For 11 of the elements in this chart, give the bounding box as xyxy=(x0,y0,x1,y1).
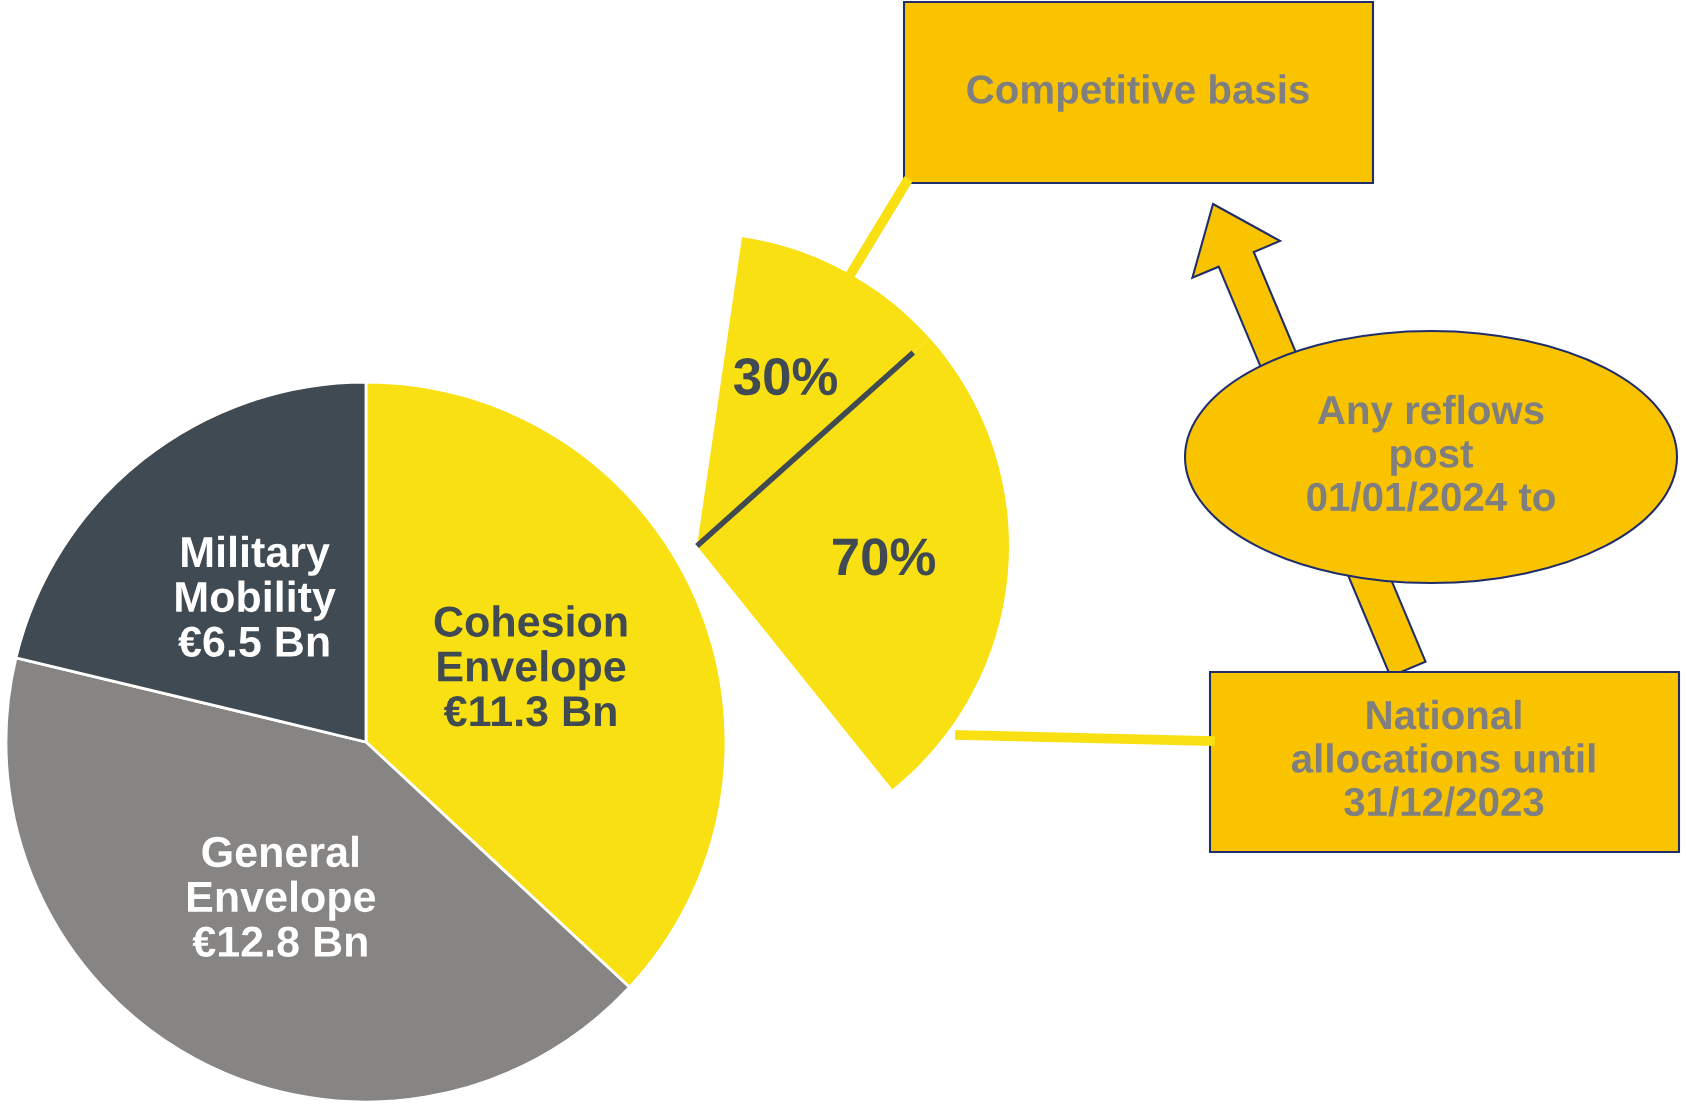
data-label: 70% xyxy=(833,538,935,576)
text: National allocations until 31/12/2023 xyxy=(1291,699,1595,817)
data-label: 30% xyxy=(733,357,838,396)
data-label: €12.8 Bn xyxy=(192,926,367,957)
slice-label: Military Mobility xyxy=(176,535,336,621)
data-label: €11.3 Bn xyxy=(443,696,616,727)
slice-label: General Envelope xyxy=(188,835,376,921)
text: Competitive basis xyxy=(967,74,1309,112)
slice-label: Cohesion Envelope xyxy=(434,605,627,691)
data-label: €6.5 Bn xyxy=(178,626,329,657)
text: Any reflows post 01/01/2024 to xyxy=(1307,394,1555,512)
